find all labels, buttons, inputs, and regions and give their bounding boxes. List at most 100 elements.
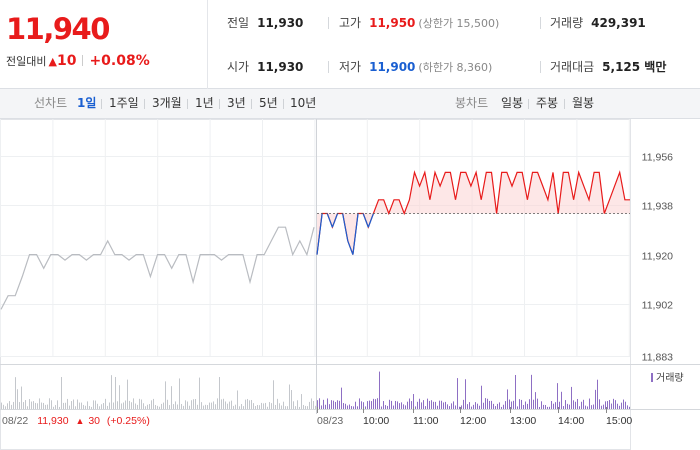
amount-label: 거래대금: [550, 60, 595, 74]
divider: [219, 99, 220, 109]
open-label: 시가: [227, 60, 250, 74]
volume-bar: [39, 398, 40, 409]
volume-bar: [391, 400, 392, 409]
volume-bar: [525, 401, 526, 409]
volume-bar: [575, 401, 576, 409]
period-5y[interactable]: 5년: [259, 96, 278, 110]
x-tick-label: 14:00: [558, 415, 584, 427]
candle-daily[interactable]: 일봉: [501, 96, 524, 110]
volume-bar: [27, 406, 28, 409]
price-summary: 11,940 전일대비 ▲10 +0.08% 전일 11,930 고가 11,950 (상…: [0, 0, 700, 89]
volume-bar: [437, 405, 438, 409]
price-line-chart[interactable]: 11,956 11,938 11,920 11,902 11,883 08/23 10:0…: [0, 119, 700, 450]
volume-bar: [41, 402, 42, 409]
volume-bar: [619, 405, 620, 409]
prev-day-info: 08/22 11,930 ▲ 30 (+0.25%): [2, 415, 150, 427]
volume-bar: [311, 398, 312, 409]
volume-bar: [53, 406, 54, 409]
change-value: 10: [56, 53, 77, 69]
candle-monthly[interactable]: 월봉: [572, 96, 595, 110]
volume-bar: [435, 401, 436, 409]
period-10y[interactable]: 10년: [290, 96, 317, 110]
period-1w[interactable]: 1주일: [109, 96, 139, 110]
volume-bar: [381, 406, 382, 409]
volume-bar: [261, 402, 262, 409]
x-tick-label: 10:00: [363, 415, 389, 427]
volume-bar: [347, 405, 348, 409]
volume-bar: [455, 405, 456, 409]
volume-bar: [113, 402, 114, 409]
volume-bar: [431, 400, 432, 409]
volume-bar: [595, 389, 596, 409]
volume-legend: 거래량: [656, 372, 684, 384]
volume-bar: [349, 404, 350, 409]
volume-bar: [467, 404, 468, 409]
volume-label: 거래량: [550, 16, 584, 30]
volume-bar: [629, 406, 630, 409]
volume-bar: [215, 404, 216, 409]
period-3y[interactable]: 3년: [227, 96, 246, 110]
volume-bar: [367, 401, 368, 409]
y-tick-label: 11,883: [642, 352, 673, 364]
volume-bar: [583, 399, 584, 409]
volume-bar: [297, 400, 298, 409]
period-3m[interactable]: 3개월: [152, 96, 182, 110]
price-info-grid: 전일 11,930 고가 11,950 (상한가 15,500) 거래량 429,391…: [209, 0, 700, 89]
high-label: 고가: [339, 16, 362, 30]
prev-day-rate: (+0.25%): [107, 415, 150, 427]
volume-bar: [117, 401, 118, 409]
volume-bar: [589, 398, 590, 409]
volume-bar: [409, 398, 410, 409]
volume-bar: [579, 406, 580, 409]
volume-bar: [47, 404, 48, 409]
volume-bar: [511, 401, 512, 409]
volume-bar: [71, 401, 72, 409]
volume-bar: [591, 405, 592, 409]
volume-bar: [439, 400, 440, 409]
volume-bar: [197, 404, 198, 409]
volume-bar: [373, 398, 374, 409]
volume-bar: [265, 402, 266, 409]
volume-bar: [155, 404, 156, 409]
volume-bar: [549, 406, 550, 409]
volume-bar: [271, 403, 272, 409]
amount-value: 5,125 백만: [602, 60, 667, 74]
period-1y[interactable]: 1년: [195, 96, 214, 110]
volume-bar: [465, 379, 466, 409]
volume-bar: [447, 404, 448, 409]
volume-bar: [237, 390, 238, 409]
volume-bar: [341, 387, 342, 409]
volume-bar: [269, 402, 270, 409]
volume-bar: [331, 400, 332, 409]
volume-bar: [107, 405, 108, 409]
x-tick-label: 08/23: [317, 415, 343, 427]
change-rate: +0.08%: [89, 53, 150, 69]
volume-bar: [69, 405, 70, 409]
volume-bar: [209, 402, 210, 409]
prev-day-line: [0, 226, 315, 310]
volume-bar: [61, 377, 62, 409]
volume-bar: [217, 398, 218, 409]
divider: [101, 99, 102, 109]
volume-bar: [153, 398, 154, 409]
candle-weekly[interactable]: 주봉: [536, 96, 559, 110]
divider: [82, 55, 84, 66]
volume-bar: [547, 406, 548, 409]
volume-bar: [93, 400, 94, 409]
lower-limit: (하한가 8,360): [418, 61, 493, 74]
volume-bar: [603, 404, 604, 409]
volume-bar: [3, 404, 4, 409]
volume-bar: [303, 404, 304, 409]
volume-bar: [615, 400, 616, 409]
volume-bar: [545, 405, 546, 409]
volume-bar: [89, 406, 90, 409]
volume-bar: [327, 398, 328, 409]
chart-grid: [0, 119, 700, 450]
volume-bar: [189, 405, 190, 409]
volume-bar: [503, 404, 504, 409]
volume-bar: [281, 405, 282, 409]
volume-bar: [299, 406, 300, 409]
period-1d[interactable]: 1일: [77, 96, 97, 110]
volume-bar: [219, 377, 220, 409]
